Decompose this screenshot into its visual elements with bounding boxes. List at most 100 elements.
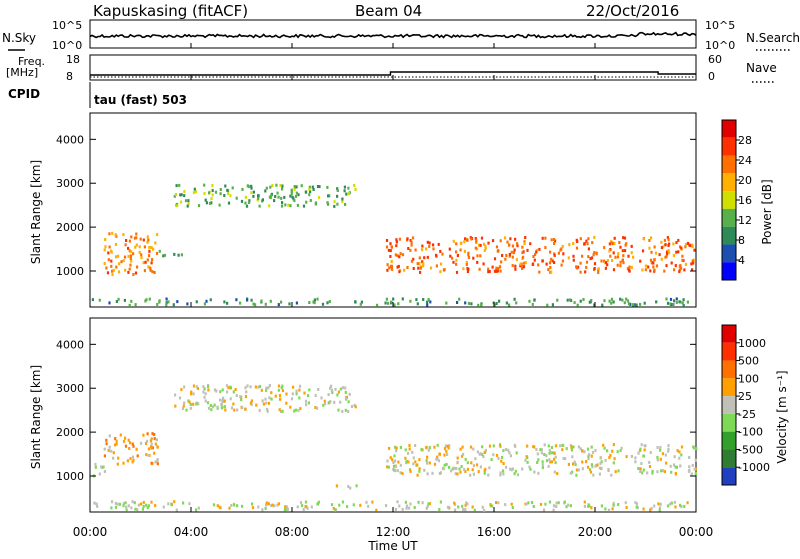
- data-cell: [436, 443, 439, 447]
- data-cell: [146, 432, 149, 436]
- data-cell: [579, 261, 582, 265]
- data-cell: [454, 472, 457, 476]
- data-cell: [421, 501, 424, 505]
- data-cell: [285, 392, 288, 396]
- data-cell: [625, 242, 628, 246]
- data-cell: [609, 453, 612, 457]
- data-cell: [539, 448, 542, 452]
- colorbar-frame: [721, 324, 737, 486]
- data-cell: [522, 255, 525, 259]
- data-cell: [571, 455, 574, 459]
- data-cell: [418, 469, 421, 473]
- data-cell: [387, 301, 390, 305]
- data-cell: [343, 185, 346, 189]
- data-cell: [553, 457, 556, 461]
- data-cell: [536, 461, 539, 464]
- data-cell: [479, 243, 482, 247]
- data-cell: [606, 263, 609, 267]
- data-cell: [140, 441, 143, 445]
- data-cell: [548, 458, 551, 462]
- data-cell: [672, 463, 676, 467]
- data-cell: [131, 460, 134, 464]
- data-cell: [440, 262, 443, 266]
- data-cell: [134, 271, 138, 275]
- data-cell: [115, 300, 118, 303]
- data-cell: [470, 302, 473, 306]
- data-cell: [411, 450, 414, 454]
- data-cell: [665, 254, 668, 258]
- x-tick-label: 04:00: [174, 525, 209, 539]
- data-cell: [614, 255, 617, 259]
- colorbar-swatch: [722, 120, 736, 138]
- data-cell: [493, 303, 496, 307]
- velocity-panel-frame: [89, 317, 697, 513]
- data-cell: [132, 458, 135, 462]
- data-cell: [133, 501, 136, 505]
- data-cell: [556, 298, 559, 302]
- data-cell: [279, 397, 282, 401]
- data-cell: [497, 501, 500, 505]
- data-cell: [540, 448, 543, 452]
- data-cell: [474, 457, 477, 461]
- data-cell: [694, 472, 697, 476]
- data-cell: [423, 468, 426, 472]
- data-cell: [675, 300, 678, 304]
- data-cell: [642, 468, 645, 472]
- data-cell: [277, 195, 280, 199]
- data-cell: [229, 397, 232, 401]
- data-cell: [457, 505, 460, 509]
- data-cell: [395, 446, 398, 450]
- data-cell: [591, 241, 594, 245]
- data-cell: [110, 506, 113, 510]
- data-cell: [131, 455, 134, 459]
- data-cell: [103, 262, 106, 265]
- data-cell: [178, 396, 182, 400]
- data-cell: [275, 183, 278, 187]
- data-cell: [130, 235, 133, 239]
- data-cell: [526, 248, 529, 252]
- data-cell: [435, 253, 438, 257]
- data-cell: [349, 486, 352, 490]
- data-cell: [344, 408, 347, 412]
- data-cell: [547, 268, 550, 272]
- data-cell: [691, 463, 694, 467]
- data-cell: [680, 246, 683, 250]
- power-heatmap: [91, 183, 696, 307]
- data-cell: [577, 265, 580, 269]
- data-cell: [204, 399, 207, 403]
- data-cell: [603, 299, 606, 303]
- data-cell: [326, 201, 329, 205]
- data-cell: [482, 262, 485, 266]
- data-cell: [630, 244, 633, 248]
- data-cell: [118, 262, 121, 266]
- data-cell: [156, 462, 159, 466]
- data-cell: [544, 502, 547, 506]
- data-cell: [522, 265, 525, 269]
- noise-sky-trace: [89, 31, 697, 39]
- data-cell: [188, 400, 191, 404]
- data-cell: [659, 502, 662, 506]
- cpid-label: CPID: [8, 87, 40, 101]
- data-cell: [693, 467, 696, 471]
- data-cell: [212, 503, 216, 507]
- data-cell: [623, 236, 627, 240]
- data-cell: [128, 249, 131, 253]
- data-cell: [583, 450, 586, 454]
- data-cell: [147, 453, 150, 457]
- data-cell: [410, 259, 414, 263]
- data-cell: [442, 268, 445, 272]
- data-cell: [124, 243, 127, 247]
- data-cell: [448, 247, 451, 251]
- data-cell: [609, 254, 612, 258]
- data-cell: [514, 444, 517, 448]
- data-cell: [627, 254, 630, 258]
- data-cell: [554, 455, 557, 459]
- data-cell: [422, 264, 425, 268]
- data-cell: [543, 453, 546, 456]
- data-cell: [301, 504, 304, 508]
- colorbar-swatch: [722, 226, 736, 245]
- data-cell: [521, 267, 524, 270]
- data-cell: [118, 502, 121, 506]
- data-cell: [610, 297, 614, 301]
- data-cell: [406, 266, 409, 269]
